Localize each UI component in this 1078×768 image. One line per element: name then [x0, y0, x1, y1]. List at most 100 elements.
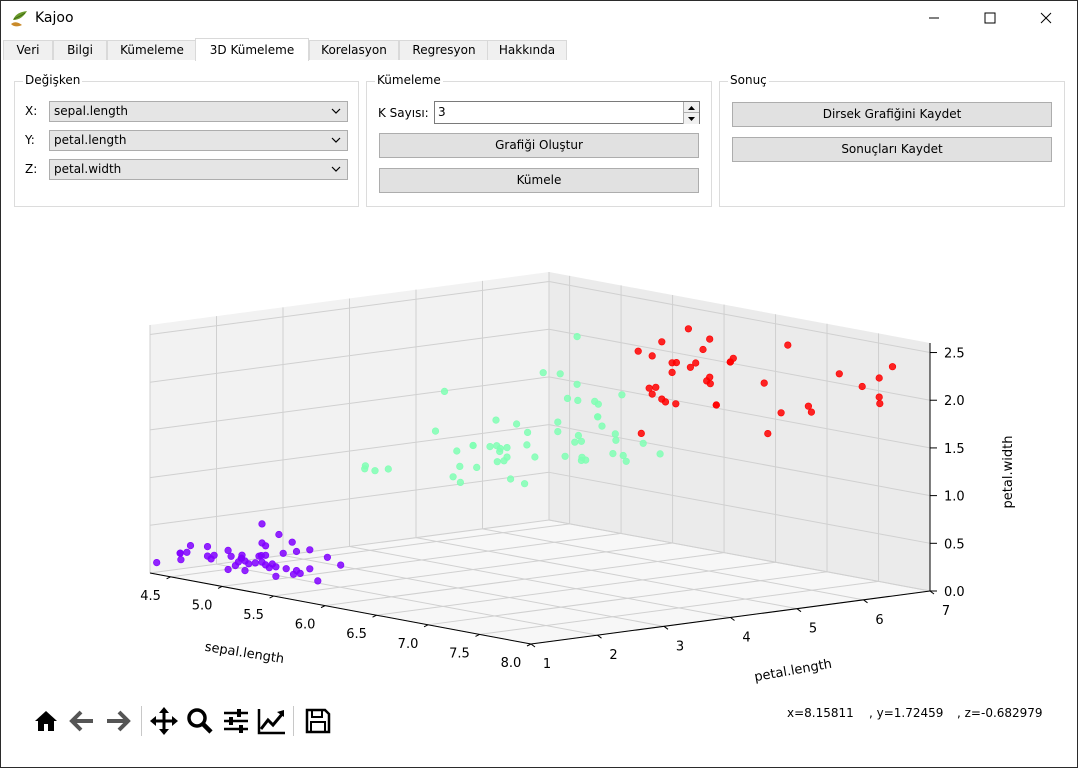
- back-button[interactable]: [65, 704, 99, 738]
- pan-icon: [150, 707, 178, 735]
- data-point: [684, 325, 693, 333]
- minimize-button[interactable]: [911, 1, 957, 35]
- pan-button[interactable]: [147, 704, 181, 738]
- data-point: [658, 395, 666, 403]
- data-point: [648, 390, 656, 398]
- x-tick-label: 4.5: [140, 589, 161, 604]
- tab-kumeleme[interactable]: Kümeleme: [107, 40, 197, 60]
- data-point: [574, 431, 583, 440]
- x-tick: [269, 595, 274, 599]
- data-point: [556, 370, 564, 378]
- data-point: [594, 413, 602, 421]
- x-tick-label: 8.0: [501, 656, 522, 671]
- k-count-spinbox[interactable]: 3: [434, 101, 700, 124]
- plot-button[interactable]: Grafiği Oluştur: [379, 133, 699, 158]
- edit-axes-button[interactable]: [255, 704, 289, 738]
- data-point: [531, 453, 539, 461]
- data-point: [523, 441, 531, 449]
- data-point: [282, 565, 290, 573]
- x-variable-select[interactable]: sepal.length: [49, 101, 348, 122]
- cluster-button[interactable]: Kümele: [379, 168, 699, 193]
- data-point: [371, 467, 379, 475]
- data-point: [203, 543, 212, 551]
- data-point: [262, 561, 270, 569]
- maximize-icon: [984, 12, 996, 24]
- x-tick: [320, 605, 326, 609]
- configure-subplots-button[interactable]: [219, 704, 253, 738]
- data-point: [554, 418, 562, 426]
- close-button[interactable]: [1023, 1, 1069, 35]
- data-point: [784, 341, 792, 349]
- data-point: [486, 443, 494, 451]
- app-logo-icon: [11, 11, 27, 27]
- k-decrement-button[interactable]: [683, 112, 699, 124]
- grid-line: [548, 281, 931, 354]
- y-tick: [530, 643, 536, 648]
- save-elbow-chart-button[interactable]: Dirsek Grafiğini Kaydet: [732, 102, 1052, 127]
- data-point: [520, 480, 529, 488]
- tab-regresyon[interactable]: Regresyon: [399, 40, 489, 60]
- data-point: [288, 538, 296, 546]
- data-point: [622, 457, 630, 465]
- zoom-icon: [187, 708, 213, 734]
- data-point: [539, 369, 547, 377]
- tab-hakkinda[interactable]: Hakkında: [487, 40, 567, 60]
- k-increment-button[interactable]: [683, 102, 699, 112]
- data-point: [611, 430, 619, 438]
- data-point: [523, 428, 532, 437]
- x-tick-label: 7.5: [449, 646, 470, 661]
- data-point: [648, 352, 656, 360]
- y-variable-select[interactable]: petal.length: [49, 130, 348, 151]
- data-point: [875, 393, 883, 401]
- save-results-button[interactable]: Sonuçları Kaydet: [732, 137, 1052, 162]
- y-tick: [663, 625, 669, 630]
- spin-up-icon: [688, 106, 695, 110]
- x-tick: [423, 624, 429, 628]
- forward-button[interactable]: [101, 704, 135, 738]
- save-figure-button[interactable]: [301, 704, 335, 738]
- grid-line: [482, 528, 864, 601]
- data-point: [726, 358, 734, 366]
- data-point: [591, 397, 599, 406]
- tab-3d-kumeleme[interactable]: 3D Kümeleme: [195, 38, 309, 61]
- x-axis-label: X:: [25, 104, 38, 118]
- data-point: [272, 572, 280, 580]
- title-bar: Kajoo: [1, 1, 1077, 37]
- k-count-label: K Sayısı:: [378, 106, 429, 120]
- x-axis-title: sepal.length: [204, 640, 286, 667]
- z-axis-title: petal.width: [1001, 436, 1016, 509]
- clustering-group-title: Kümeleme: [375, 73, 443, 87]
- data-point: [652, 383, 660, 391]
- zoom-button[interactable]: [183, 704, 217, 738]
- z-tick-label: 2.5: [944, 347, 965, 362]
- data-point: [574, 396, 582, 405]
- data-point: [503, 444, 511, 452]
- z-tick-label: 0.0: [944, 585, 965, 600]
- scatter-3d-plot[interactable]: 4.5 5.0 5.5 6.0 6.5 7.0 7.5 8.0 1 2 3 4 5 6 7 0.0 0.5 1.0…: [3, 60, 1075, 700]
- data-point: [618, 391, 626, 399]
- data-point: [496, 444, 504, 453]
- data-point: [449, 473, 457, 481]
- z-tick-label: 1.0: [944, 490, 965, 505]
- x-tick: [372, 614, 377, 618]
- data-point: [384, 465, 392, 473]
- grid-line: [149, 281, 550, 336]
- z-variable-select[interactable]: petal.width: [49, 159, 348, 180]
- y-tick: [796, 608, 802, 613]
- tab-korelasyon[interactable]: Korelasyon: [309, 40, 399, 60]
- data-point: [257, 552, 265, 560]
- maximize-button[interactable]: [967, 1, 1013, 35]
- data-point: [858, 382, 866, 391]
- cursor-y-readout: , y=1.72459: [869, 706, 944, 720]
- data-point: [361, 462, 370, 470]
- home-button[interactable]: [29, 704, 63, 738]
- data-point: [224, 565, 232, 574]
- y-variable-value: petal.length: [54, 133, 127, 147]
- data-point: [203, 552, 212, 560]
- data-point: [876, 400, 884, 408]
- edit-axes-icon: [257, 709, 285, 735]
- data-point: [804, 402, 813, 410]
- tab-veri[interactable]: Veri: [3, 40, 53, 60]
- tab-content: Değişken X: sepal.length Y: petal.length…: [3, 60, 1075, 766]
- tab-bilgi[interactable]: Bilgi: [53, 40, 107, 60]
